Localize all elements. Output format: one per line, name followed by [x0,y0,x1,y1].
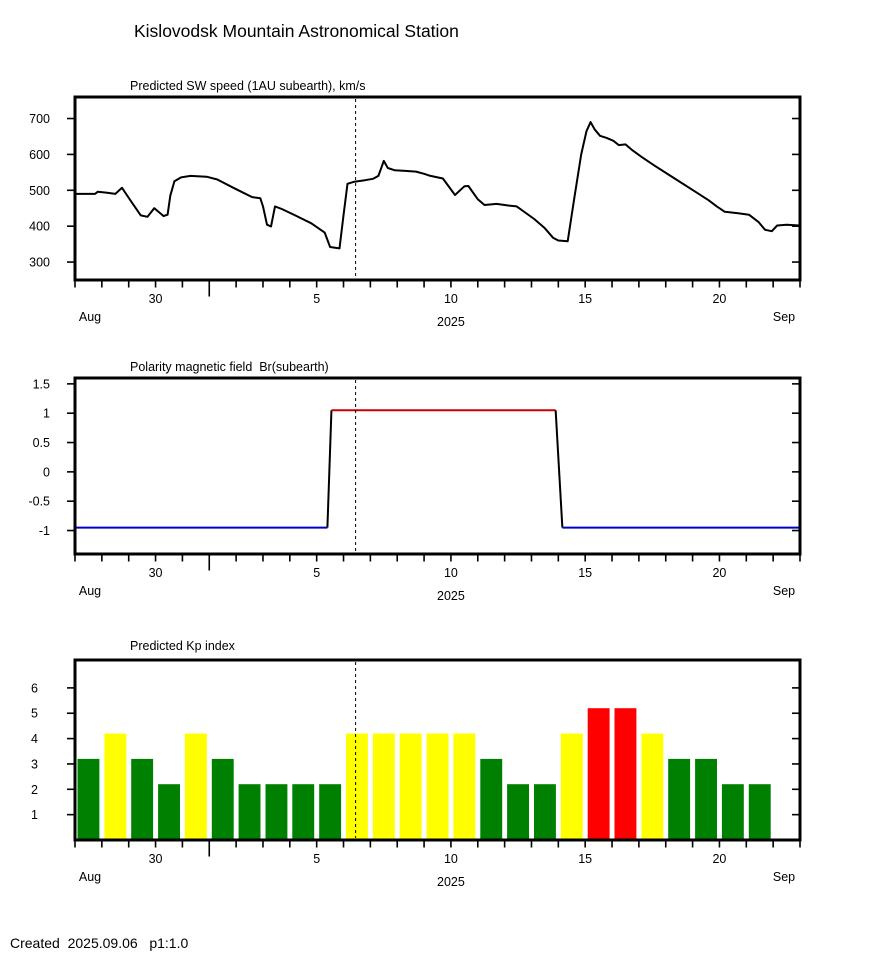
y-tick-label: -1 [39,524,50,538]
kp-bar-sep-6 [346,733,368,839]
kp-bar-sep-3 [265,784,288,839]
kp-bar-sep-5 [319,784,342,839]
plot-frame [73,658,802,842]
start-month-label: Aug [79,584,101,598]
x-tick-label: 30 [149,566,163,580]
polarity-transition [554,410,564,528]
created-stamp: Created 2025.09.06 p1:1.0 [10,935,189,951]
sw-speed-line [74,121,801,250]
kp-bar-sep-21 [748,784,771,839]
start-month-label: Aug [79,310,101,324]
end-month-label: Sep [773,310,795,324]
kp-bar-sep-12 [507,784,529,839]
y-tick-label: 1 [31,808,38,822]
kp-bar-sep-20 [721,784,744,839]
x-tick-label: 20 [712,852,726,866]
year-label: 2025 [437,315,465,329]
y-tick-label: 500 [29,184,50,198]
end-month-label: Sep [773,584,795,598]
kp-bar-aug-28 [104,733,127,839]
page-title: Kislovodsk Mountain Astronomical Station [134,21,459,41]
y-tick-label: 6 [31,681,38,695]
x-tick-label: 20 [712,566,726,580]
kp-bar-sep-17 [641,733,664,839]
y-tick-label: 3 [31,757,38,771]
y-tick-label: 2 [31,783,38,797]
chart-0: 300 400 500 600 700 30 5 10 15 20 Aug Sep 2025 [29,95,802,329]
x-tick-label: 10 [444,852,458,866]
kp-bar-sep-7 [372,733,395,839]
kp-bar-aug-27 [77,758,100,839]
polarity-chart-title: Polarity magnetic field Br(subearth) [130,360,329,374]
kp-bar-sep-18 [668,758,691,839]
plot-frame [73,376,802,556]
plot-frame [73,95,802,282]
kp-bar-aug-30 [158,784,180,839]
year-label: 2025 [437,589,465,603]
x-tick-label: 15 [578,566,592,580]
kp-bar-sep-2 [238,784,261,839]
end-month-label: Sep [773,870,795,884]
x-tick-label: 15 [578,852,592,866]
kp-index-chart-title: Predicted Kp index [130,639,235,653]
x-tick-label: 10 [444,566,458,580]
y-tick-label: 600 [29,148,50,162]
x-tick-label: 20 [712,292,726,306]
kp-bar-aug-29 [131,758,154,839]
y-tick-label: 4 [31,732,38,746]
y-tick-label: 5 [31,707,38,721]
kp-bar-sep-13 [534,784,556,839]
kp-bar-sep-10 [453,733,476,839]
kp-bar-sep-11 [480,758,503,839]
y-tick-label: 300 [29,256,50,270]
x-tick-label: 5 [313,292,320,306]
x-tick-label: 10 [444,292,458,306]
kp-bar-aug-31 [184,733,207,839]
kp-bar-sep-16 [614,708,637,839]
x-tick-label: 30 [149,852,163,866]
kp-bar-sep-4 [292,784,315,839]
x-tick-label: 5 [313,566,320,580]
year-label: 2025 [437,875,465,889]
kp-bar-sep-15 [587,708,610,839]
y-tick-label: -0.5 [28,495,50,509]
sw-speed-chart-title: Predicted SW speed (1AU subearth), km/s [130,79,366,93]
y-tick-label: 400 [29,220,50,234]
chart-1: -1 -0.5 0 0.5 1 1.5 30 5 10 15 20 Aug Sep 2025 [28,376,802,603]
y-tick-label: 700 [29,112,50,126]
kp-bar-sep-9 [426,733,449,839]
kp-bar-sep-19 [695,758,717,839]
kp-bar-sep-8 [399,733,422,839]
y-tick-label: 0 [43,465,50,479]
chart-2: 1 2 3 4 5 6 30 5 10 15 20 Aug Sep 2025 [31,658,802,889]
x-tick-label: 5 [313,852,320,866]
kp-bar-sep-14 [560,733,583,839]
polarity-transition [326,410,333,528]
kp-bar-sep-1 [211,758,234,839]
y-tick-label: 1 [43,407,50,421]
x-tick-label: 15 [578,292,592,306]
y-tick-label: 1.5 [33,377,50,391]
start-month-label: Aug [79,870,101,884]
x-tick-label: 30 [149,292,163,306]
y-tick-label: 0.5 [33,436,50,450]
